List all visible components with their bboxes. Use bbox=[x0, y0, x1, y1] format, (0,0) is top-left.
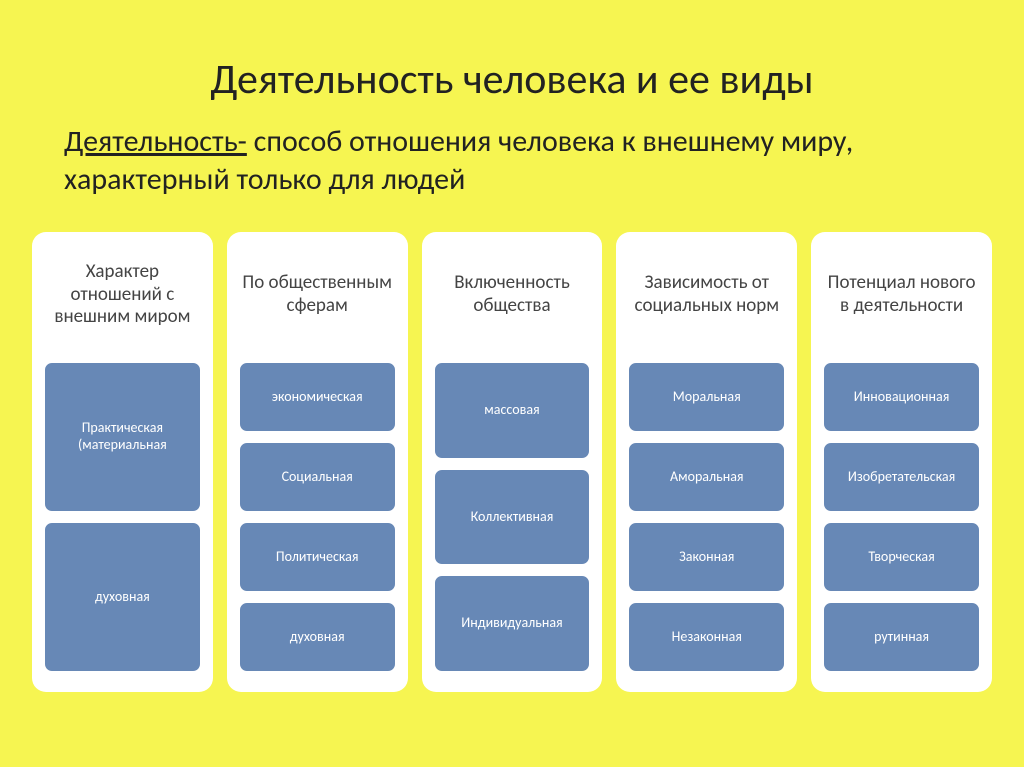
category-item: Аморальная bbox=[628, 442, 785, 512]
column-header: Зависимость от социальных норм bbox=[628, 248, 785, 342]
category-item: духовная bbox=[44, 522, 201, 672]
category-item: Коллективная bbox=[434, 469, 591, 566]
slide-subtitle: Деятельность- способ отношения человека … bbox=[60, 123, 964, 198]
column-header: Характер отношений с внешним миром bbox=[44, 248, 201, 342]
column-items: Практическая (материальнаядуховная bbox=[44, 362, 201, 672]
column-4: Потенциал нового в деятельности Инновацио… bbox=[811, 232, 992, 692]
column-items: экономическая Социальная Политическая духов… bbox=[239, 362, 396, 672]
column-1: По общественным сферам экономическая Социа… bbox=[227, 232, 408, 692]
category-item: экономическая bbox=[239, 362, 396, 432]
column-items: Инновационная Изобретательская Творческая р… bbox=[823, 362, 980, 672]
category-item: Индивидуальная bbox=[434, 575, 591, 672]
category-item: Политическая bbox=[239, 522, 396, 592]
column-header: Включенность общества bbox=[434, 248, 591, 342]
column-header: По общественным сферам bbox=[239, 248, 396, 342]
category-item: Инновационная bbox=[823, 362, 980, 432]
category-item: Практическая (материальная bbox=[44, 362, 201, 512]
slide: Деятельность человека и ее виды Деятельн… bbox=[0, 0, 1024, 767]
columns-container: Характер отношений с внешним миром Практи… bbox=[0, 218, 1024, 692]
header-area: Деятельность человека и ее виды Деятельн… bbox=[0, 0, 1024, 218]
subtitle-term: Деятельность- bbox=[64, 123, 247, 160]
slide-title: Деятельность человека и ее виды bbox=[60, 54, 964, 105]
column-0: Характер отношений с внешним миром Практи… bbox=[32, 232, 213, 692]
category-item: Незаконная bbox=[628, 602, 785, 672]
category-item: Творческая bbox=[823, 522, 980, 592]
column-2: Включенность общества массовая Коллективна… bbox=[422, 232, 603, 692]
column-3: Зависимость от социальных норм Моральная А… bbox=[616, 232, 797, 692]
column-items: массовая КоллективнаяИндивидуальная bbox=[434, 362, 591, 672]
category-item: духовная bbox=[239, 602, 396, 672]
column-items: Моральная Аморальная Законная Незаконная bbox=[628, 362, 785, 672]
category-item: Изобретательская bbox=[823, 442, 980, 512]
category-item: Законная bbox=[628, 522, 785, 592]
category-item: массовая bbox=[434, 362, 591, 459]
column-header: Потенциал нового в деятельности bbox=[823, 248, 980, 342]
category-item: Социальная bbox=[239, 442, 396, 512]
category-item: рутинная bbox=[823, 602, 980, 672]
category-item: Моральная bbox=[628, 362, 785, 432]
